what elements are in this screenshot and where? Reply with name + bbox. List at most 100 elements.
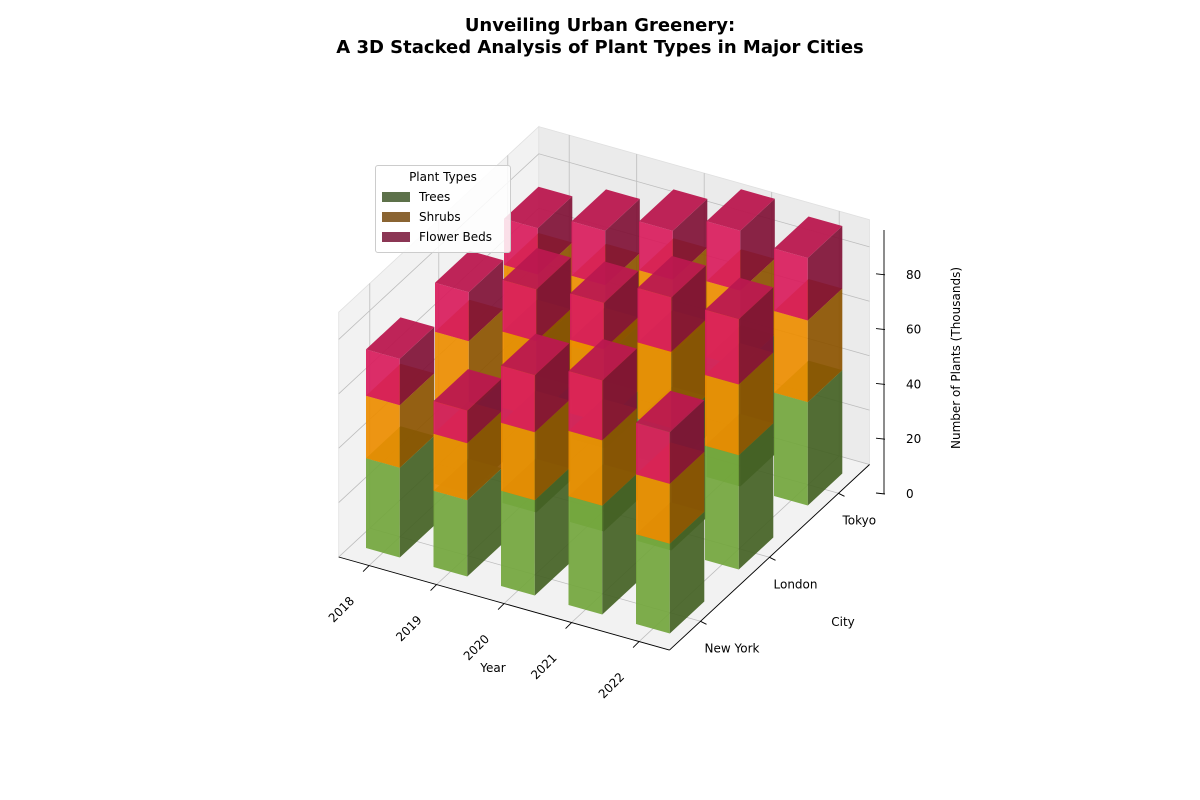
bar-side-face: [467, 378, 502, 444]
bar-top-face: [705, 277, 774, 320]
legend-item-trees: Trees: [376, 187, 510, 207]
city-tick-label: London: [774, 577, 818, 591]
bar-front-face: [366, 395, 400, 468]
year-tick-label: 2022: [596, 670, 627, 701]
chart-title-line-2: A 3D Stacked Analysis of Plant Types in …: [336, 37, 864, 58]
city-tick: [769, 556, 776, 561]
bar-flower-beds-2022-london: [705, 277, 774, 385]
year-tick-label: 2019: [393, 613, 424, 644]
bar-front-face: [433, 433, 468, 501]
bar-flower-beds-2022-tokyo: [774, 216, 843, 321]
bar-top-face: [568, 339, 637, 381]
bar-side-face: [605, 198, 640, 286]
legend-swatch-trees: [382, 192, 410, 202]
year-axis-label: Year: [479, 661, 505, 675]
bar-side-face: [602, 473, 637, 615]
legend-item-shrubs: Shrubs: [376, 207, 510, 227]
z-tick-label: 20: [906, 432, 921, 446]
bar-side-face: [467, 411, 502, 501]
bar-front-face: [366, 458, 400, 558]
bar-front-face: [435, 282, 469, 342]
year-tick: [362, 565, 370, 572]
bar-front-face: [636, 534, 670, 634]
bar-front-face: [568, 371, 603, 441]
z-tick: [875, 492, 886, 495]
bar-flower-beds-2021-london: [637, 256, 706, 352]
bar-front-face: [501, 365, 535, 433]
bar-front-face: [774, 392, 808, 506]
z-axis-label: Number of Plants (Thousands): [949, 267, 963, 449]
bar-front-face: [433, 490, 468, 577]
bar-side-face: [534, 400, 570, 501]
year-tick-label: 2021: [528, 651, 559, 682]
legend-swatch-shrubs: [382, 212, 410, 222]
z-tick: [875, 437, 886, 440]
bar-front-face: [706, 221, 741, 291]
chart-title-line-1: Unveiling Urban Greenery:: [464, 15, 736, 36]
bar-flower-beds-2021-new-york: [568, 339, 637, 441]
bar-flower-beds-2020-new-york: [501, 333, 570, 433]
city-tick-label: New York: [705, 641, 760, 655]
bar-top-face: [706, 189, 775, 231]
city-tick: [700, 620, 707, 625]
bar-flower-beds-2021-tokyo: [706, 189, 775, 291]
bar-top-face: [502, 248, 571, 290]
z-tick: [875, 273, 886, 276]
z-tick-label: 80: [906, 268, 921, 282]
bar-side-face: [738, 287, 774, 385]
bar-top-face: [570, 261, 639, 303]
year-tick: [430, 584, 437, 591]
bar-side-face: [669, 400, 705, 484]
bar-top-face: [433, 369, 502, 411]
year-tick-label: 2018: [326, 594, 357, 625]
bar-top-face: [504, 186, 573, 229]
year-tick: [632, 641, 640, 648]
bar-side-face: [807, 226, 843, 321]
bars: [366, 186, 843, 634]
bar-side-face: [738, 423, 774, 570]
bar-flower-beds-2018-london: [435, 250, 504, 342]
bar-side-face: [669, 511, 705, 634]
bar-front-face: [705, 445, 739, 570]
bar-flower-beds-2020-london: [570, 261, 639, 350]
bar-flower-beds-2022-new-york: [636, 390, 705, 484]
bar-front-face: [636, 422, 670, 484]
legend-item-flower-beds: Flower Beds: [376, 227, 510, 247]
bar-front-face: [774, 311, 808, 403]
bar-flower-beds-2019-london: [502, 248, 571, 342]
bar-front-face: [705, 309, 739, 385]
year-tick: [565, 622, 572, 629]
bar-front-face: [502, 280, 537, 342]
bar-side-face: [534, 343, 570, 433]
bar-top-face: [435, 250, 504, 293]
legend-swatch-flower-beds: [382, 232, 410, 242]
city-axis-label: City: [831, 615, 855, 629]
year-tick: [497, 603, 505, 610]
bar-front-face: [774, 248, 808, 321]
bar-front-face: [501, 490, 535, 596]
bar-flower-beds-2019-tokyo: [571, 189, 640, 286]
bar-front-face: [568, 496, 603, 615]
z-tick-label: 0: [906, 487, 914, 501]
bar-front-face: [570, 293, 604, 350]
bar-side-face: [399, 326, 435, 406]
bar-side-face: [534, 468, 570, 596]
bar-side-face: [738, 352, 774, 456]
bar-front-face: [366, 349, 400, 406]
bar-top-face: [571, 189, 640, 231]
bar-side-face: [602, 348, 637, 441]
legend-title: Plant Types: [409, 170, 477, 184]
bar-top-face: [501, 333, 570, 376]
bar-side-face: [467, 468, 502, 577]
bar-side-face: [807, 370, 843, 506]
z-tick-label: 40: [906, 377, 921, 391]
bar-side-face: [671, 265, 706, 352]
bar-top-face: [774, 216, 843, 258]
legend-label-trees: Trees: [419, 190, 451, 204]
bar-side-face: [399, 373, 435, 468]
bar-top-face: [639, 189, 708, 231]
bar-side-face: [669, 451, 705, 544]
year-tick-label: 2020: [461, 632, 492, 663]
bar-flower-beds-2019-new-york: [433, 369, 502, 444]
bar-top-face: [637, 256, 706, 298]
